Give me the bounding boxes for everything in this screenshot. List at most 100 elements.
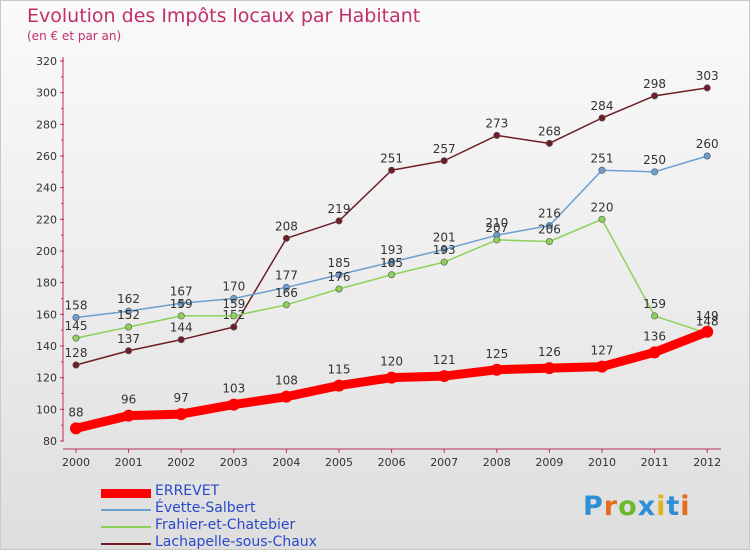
data-label: 185 <box>328 256 351 270</box>
logo-letter: P <box>583 491 604 522</box>
data-label: 284 <box>591 99 614 113</box>
data-point <box>651 92 659 100</box>
legend-label: ERREVET <box>155 483 220 499</box>
data-point <box>701 325 714 338</box>
data-point <box>388 271 396 279</box>
legend-swatch <box>101 526 151 528</box>
data-label: 208 <box>275 219 298 233</box>
y-tick-label: 120 <box>36 372 57 385</box>
y-tick-label: 100 <box>36 403 57 416</box>
data-point <box>335 217 343 225</box>
data-point <box>122 409 135 422</box>
data-label: 121 <box>433 353 456 367</box>
data-point <box>440 245 448 253</box>
data-label: 257 <box>433 142 456 156</box>
legend-label: Frahier-et-Chatebier <box>155 517 296 533</box>
data-label: 260 <box>696 137 719 151</box>
data-point <box>282 234 290 242</box>
data-label: 206 <box>538 223 561 237</box>
y-tick-label: 280 <box>36 118 57 131</box>
data-label: 216 <box>538 207 561 221</box>
y-tick-label: 80 <box>43 435 57 448</box>
data-point <box>388 258 396 266</box>
data-label: 298 <box>643 77 666 91</box>
data-label: 159 <box>222 297 245 311</box>
data-label: 128 <box>65 346 88 360</box>
data-label: 251 <box>591 151 614 165</box>
legend-swatch <box>101 509 151 511</box>
data-label: 137 <box>117 332 140 346</box>
proxiti-logo: Proxiti <box>583 491 691 522</box>
data-label: 176 <box>328 270 351 284</box>
data-label: 149 <box>696 309 719 323</box>
x-tick-label: 2006 <box>378 456 406 469</box>
logo-letter: o <box>618 491 638 522</box>
y-tick-label: 220 <box>36 213 57 226</box>
data-point <box>230 312 238 320</box>
data-point <box>385 371 398 384</box>
data-label: 120 <box>380 355 403 369</box>
x-tick-label: 2005 <box>325 456 353 469</box>
x-tick-label: 2000 <box>62 456 90 469</box>
data-point <box>493 236 501 244</box>
data-label: 177 <box>275 268 298 282</box>
data-label: 97 <box>174 391 189 405</box>
data-point <box>543 362 556 375</box>
data-point <box>125 307 133 315</box>
data-point <box>72 334 80 342</box>
data-point <box>125 347 133 355</box>
data-label: 96 <box>121 393 136 407</box>
x-tick-label: 2009 <box>535 456 563 469</box>
data-label: 268 <box>538 124 561 138</box>
data-point <box>490 363 503 376</box>
x-tick-label: 2004 <box>272 456 300 469</box>
logo-letter: i <box>680 491 691 522</box>
data-label: 158 <box>65 299 88 313</box>
data-label: 219 <box>328 202 351 216</box>
y-tick-label: 200 <box>36 245 57 258</box>
data-label: 152 <box>117 308 140 322</box>
x-tick-label: 2002 <box>167 456 195 469</box>
data-label: 251 <box>380 151 403 165</box>
data-point <box>598 215 606 223</box>
x-tick-label: 2003 <box>220 456 248 469</box>
data-label: 250 <box>643 153 666 167</box>
data-label: 125 <box>485 347 508 361</box>
logo-letter: x <box>637 491 657 522</box>
data-label: 115 <box>328 363 351 377</box>
data-label: 273 <box>485 116 508 130</box>
data-point <box>72 361 80 369</box>
data-label: 185 <box>380 256 403 270</box>
data-label: 162 <box>117 292 140 306</box>
data-point <box>703 152 711 160</box>
data-point <box>72 313 80 321</box>
data-point <box>177 312 185 320</box>
data-label: 210 <box>485 216 508 230</box>
data-point <box>598 166 606 174</box>
data-label: 220 <box>591 200 614 214</box>
data-point <box>335 285 343 293</box>
data-point <box>440 258 448 266</box>
data-label: 201 <box>433 230 456 244</box>
data-point <box>333 379 345 392</box>
y-tick-label: 260 <box>36 150 57 163</box>
data-label: 127 <box>591 344 614 358</box>
y-tick-label: 160 <box>36 308 57 321</box>
data-label: 193 <box>433 243 456 257</box>
data-point <box>438 370 451 383</box>
data-label: 88 <box>68 405 83 419</box>
data-point <box>280 390 293 403</box>
y-tick-label: 300 <box>36 87 57 100</box>
data-point <box>440 157 448 165</box>
data-label: 166 <box>275 286 298 300</box>
data-point <box>282 283 290 291</box>
series-errevet: 88 96 97 103 108 115 120 121 125 126 127 136 149 <box>68 309 719 435</box>
data-label: 136 <box>643 329 666 343</box>
logo-letter: i <box>656 491 667 522</box>
data-label: 159 <box>170 297 193 311</box>
x-tick-label: 2011 <box>641 456 669 469</box>
data-point <box>596 360 608 373</box>
data-point <box>227 398 240 411</box>
series-lachapelle-sous-chaux: 128 137 144 152 208 219 251 257 273 268 284 298 303 <box>65 69 719 369</box>
